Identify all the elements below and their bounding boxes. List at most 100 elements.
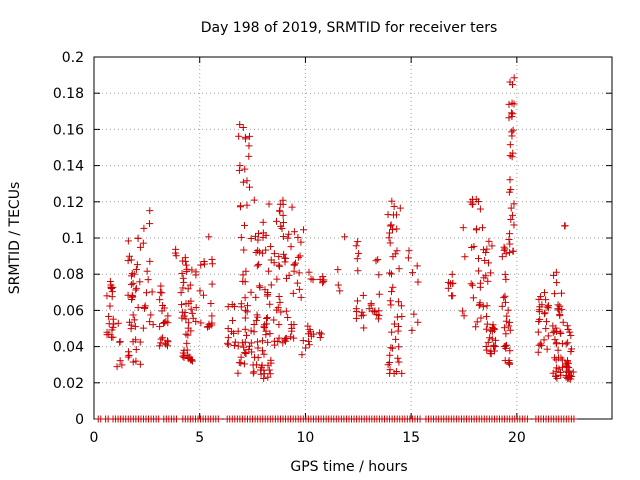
y-tick-label: 0.14 (53, 159, 84, 175)
data-point (505, 114, 513, 122)
data-point (564, 373, 572, 381)
data-point (505, 322, 513, 330)
data-point (334, 266, 342, 274)
data-point (503, 341, 511, 349)
data-point (241, 165, 249, 173)
data-point (358, 308, 366, 316)
data-point (336, 287, 344, 295)
data-point (553, 327, 561, 335)
data-point (564, 339, 572, 347)
data-point (275, 321, 283, 329)
data-point (254, 344, 262, 352)
data-point (164, 312, 172, 320)
data-point (388, 197, 396, 205)
data-point (276, 200, 284, 208)
data-point (224, 303, 232, 311)
data-point (255, 248, 263, 256)
data-point (506, 318, 514, 326)
data-point (375, 290, 383, 298)
data-point (288, 324, 296, 332)
data-point (243, 331, 251, 339)
data-point (305, 341, 313, 349)
data-point (164, 319, 172, 327)
data-point (241, 314, 249, 322)
data-point (385, 359, 393, 367)
data-point (299, 337, 307, 345)
data-point (262, 331, 270, 339)
data-point (163, 337, 171, 345)
data-point (282, 274, 290, 282)
data-point (510, 221, 518, 229)
data-point (136, 278, 144, 286)
data-point (250, 321, 258, 329)
data-point (300, 226, 308, 234)
data-point (276, 298, 284, 306)
data-point (556, 328, 564, 336)
data-point (136, 360, 144, 368)
data-point (197, 319, 205, 327)
data-point (263, 292, 271, 300)
data-point (505, 359, 513, 367)
data-point (386, 351, 394, 359)
data-point (127, 281, 135, 289)
data-point (234, 342, 242, 350)
data-point (124, 257, 132, 265)
data-point (297, 238, 305, 246)
data-point (252, 293, 260, 301)
data-point (238, 339, 246, 347)
data-point (126, 318, 134, 326)
data-point (543, 303, 551, 311)
data-point (275, 261, 283, 269)
data-point (476, 301, 484, 309)
data-point (182, 315, 190, 323)
data-point (371, 308, 379, 316)
data-point (252, 232, 260, 240)
data-point (239, 124, 247, 132)
data-point (563, 322, 571, 330)
y-tick-label: 0.08 (53, 267, 84, 283)
data-point (486, 334, 494, 342)
data-point (508, 99, 516, 107)
data-point (393, 225, 401, 233)
data-point (485, 259, 493, 267)
data-point (182, 330, 190, 338)
data-point (319, 273, 327, 281)
data-point (159, 334, 167, 342)
data-point (506, 360, 514, 368)
data-point (509, 126, 517, 134)
data-point (124, 237, 132, 245)
y-axis-title: SRMTID / TECUs (7, 182, 23, 295)
data-point (310, 330, 318, 338)
data-point (127, 321, 135, 329)
data-point (125, 351, 133, 359)
data-point (162, 340, 170, 348)
data-point (498, 253, 506, 261)
data-point (157, 282, 165, 290)
data-point (270, 250, 278, 258)
data-point (553, 279, 561, 287)
data-point (282, 307, 290, 315)
data-point (254, 247, 262, 255)
data-point (551, 336, 559, 344)
data-point (483, 302, 491, 310)
data-point (475, 267, 483, 275)
data-point (239, 271, 247, 279)
data-point (201, 260, 209, 268)
data-point (224, 334, 232, 342)
data-point (144, 276, 152, 284)
data-point (470, 242, 478, 250)
data-point (290, 334, 298, 342)
x-tick-label: 10 (297, 430, 315, 446)
data-point (224, 341, 232, 349)
data-point (181, 308, 189, 316)
data-point (132, 286, 140, 294)
data-point (267, 281, 275, 289)
data-point (482, 272, 490, 280)
data-point (270, 337, 278, 345)
data-point (306, 326, 314, 334)
data-point (136, 243, 144, 251)
data-point (109, 315, 117, 323)
data-point (188, 309, 196, 317)
data-point (534, 328, 542, 336)
data-point (479, 303, 487, 311)
